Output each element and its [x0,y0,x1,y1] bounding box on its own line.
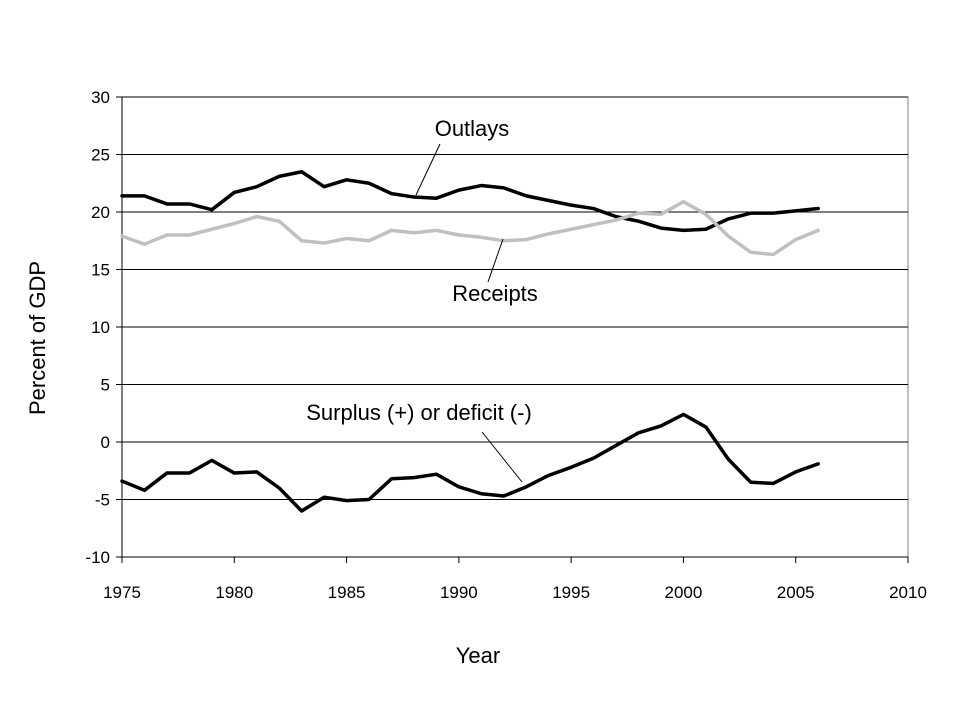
receipts-annotation: Receipts [452,281,538,306]
gridlines [121,96,909,558]
outlays-annotation: Outlays [435,116,510,141]
series-line-outlays [120,170,820,233]
y-tick-label: 0 [101,433,110,452]
x-axis-title: Year [456,643,500,668]
series-line-surplus-or-deficit [120,412,820,513]
y-tick-label: 30 [91,88,110,107]
y-tick-label: 20 [91,203,110,222]
x-tick-label: 1985 [328,583,366,602]
y-tick-label: 25 [91,146,110,165]
x-tick-label: 1995 [552,583,590,602]
annotations: Outlays Receipts Surplus (+) or deficit … [306,116,538,483]
y-tick-label: -10 [85,548,110,567]
y-tick-label: -5 [95,491,110,510]
x-tick-label: 2000 [665,583,703,602]
series-line-receipts [120,199,820,257]
surplus-leader-line [481,431,523,483]
surplus-annotation: Surplus (+) or deficit (-) [306,400,532,425]
x-tick-label: 1975 [103,583,141,602]
outlays-leader-line [415,143,441,196]
axes: -10 -5 0 5 10 15 20 25 30 1975 1980 1985 1990 1995 200… [85,88,926,602]
series-lines [120,170,820,513]
x-tick-label: 1980 [215,583,253,602]
x-tick-label: 2005 [777,583,815,602]
x-tick-label: 1990 [440,583,478,602]
y-tick-label: 5 [101,376,110,395]
y-tick-label: 10 [91,318,110,337]
receipts-leader-line [487,238,504,283]
y-axis-title: Percent of GDP [25,261,50,415]
y-tick-label: 15 [91,261,110,280]
x-tick-label: 2010 [889,583,927,602]
